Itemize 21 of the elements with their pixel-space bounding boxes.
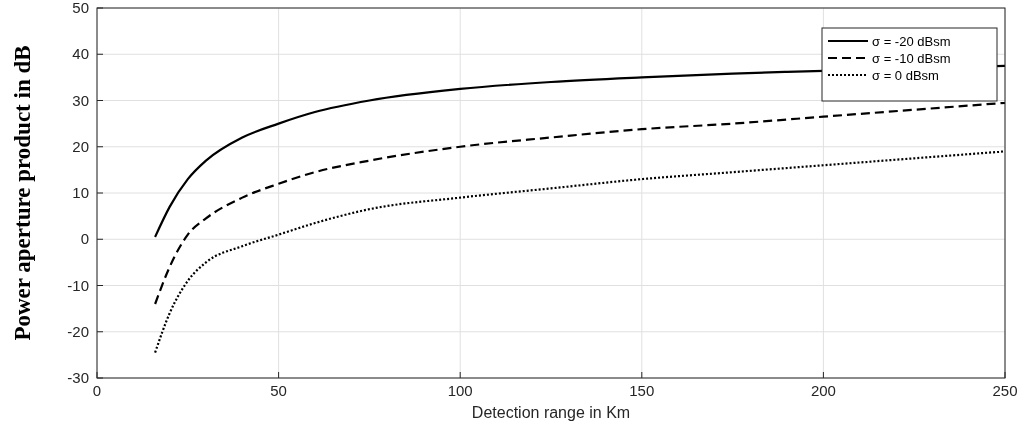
y-axis-title: Power aperture product in dB xyxy=(10,45,35,341)
x-tick-label: 200 xyxy=(810,382,836,399)
x-tick-label: 50 xyxy=(270,382,287,399)
y-tick-label: -20 xyxy=(67,322,89,340)
y-tick-label: 20 xyxy=(72,137,89,155)
x-tick-label: 100 xyxy=(447,382,473,399)
line-series xyxy=(154,101,1007,306)
x-axis-title: Detection range in Km xyxy=(471,404,631,421)
x-tick-label: 0 xyxy=(92,382,102,399)
y-tick-label: 10 xyxy=(72,184,89,201)
x-tick-label: 150 xyxy=(629,382,655,399)
y-tick-label: 50 xyxy=(72,0,89,16)
y-tick-label: 0 xyxy=(80,230,89,248)
y-tick-label: -30 xyxy=(67,369,89,386)
y-tick-label: 40 xyxy=(72,45,89,63)
legend-label: σ = 0 dBsm xyxy=(872,68,939,83)
legend-label: σ = -20 dBsm xyxy=(872,34,951,49)
y-tick-label: -10 xyxy=(67,276,89,294)
legend-label: σ = -10 dBsm xyxy=(872,51,951,66)
y-tick-label: 30 xyxy=(72,91,89,109)
x-tick-label: 250 xyxy=(992,382,1018,399)
